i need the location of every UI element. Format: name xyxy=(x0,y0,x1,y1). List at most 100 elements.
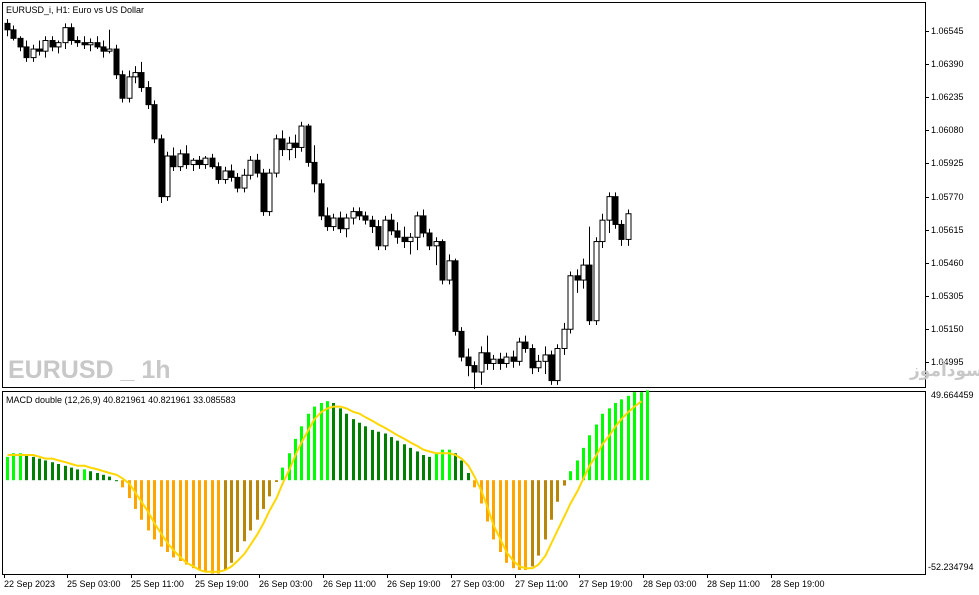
macd-histogram-bar xyxy=(230,480,233,563)
macd-histogram-bar xyxy=(492,480,495,540)
price-tick-label: 1.06545 xyxy=(931,26,964,36)
macd-histogram-bar xyxy=(268,480,271,497)
macd-histogram-bar xyxy=(390,437,393,481)
macd-histogram-bar xyxy=(403,444,406,481)
macd-histogram-bar xyxy=(313,406,316,481)
macd-histogram-bar xyxy=(384,433,387,481)
bear-candle xyxy=(145,87,152,106)
bull-candle xyxy=(266,172,273,213)
time-tick-label: 26 Sep 03:00 xyxy=(259,579,313,589)
macd-histogram-bar xyxy=(601,413,604,481)
bull-candle xyxy=(42,40,49,52)
bear-candle xyxy=(465,356,472,367)
macd-histogram-bar xyxy=(537,480,540,556)
macd-histogram-bar xyxy=(633,392,636,481)
macd-histogram-bar xyxy=(505,480,508,563)
macd-histogram xyxy=(6,390,649,574)
bull-candle xyxy=(414,215,421,238)
bull-candle xyxy=(407,236,414,243)
bear-candle xyxy=(574,275,581,281)
macd-pane-header: MACD double (12,26,9) 40.821961 40.82196… xyxy=(6,395,236,405)
bear-candle xyxy=(196,159,203,166)
macd-min-label: -52.234794 xyxy=(928,562,974,572)
macd-histogram-bar xyxy=(211,480,214,574)
bull-candle xyxy=(241,174,248,189)
macd-histogram-bar xyxy=(32,456,35,481)
bull-candle xyxy=(567,275,574,330)
macd-histogram-bar xyxy=(12,453,15,481)
bear-candle xyxy=(305,125,312,163)
macd-histogram-bar xyxy=(454,453,457,481)
macd-histogram-bar xyxy=(288,453,291,481)
macd-histogram-bar xyxy=(307,413,310,481)
macd-histogram-bar xyxy=(460,460,463,481)
bull-candle xyxy=(561,328,568,349)
macd-histogram-bar xyxy=(300,426,303,481)
bull-candle xyxy=(330,217,337,228)
bull-candle xyxy=(580,264,587,281)
macd-histogram-bar xyxy=(339,408,342,481)
time-tick-label: 27 Sep 03:00 xyxy=(451,579,505,589)
bear-candle xyxy=(356,211,363,217)
macd-histogram-bar xyxy=(358,422,361,481)
time-tick-label: 25 Sep 03:00 xyxy=(67,579,121,589)
macd-histogram-bar xyxy=(569,471,572,481)
bear-candle xyxy=(337,217,344,230)
bull-candle xyxy=(202,157,209,166)
bear-candle xyxy=(279,138,286,151)
bear-candle xyxy=(49,40,56,48)
macd-histogram-bar xyxy=(96,473,99,481)
macd-histogram-bar xyxy=(416,451,419,481)
bear-candle xyxy=(369,219,376,228)
macd-histogram-bar xyxy=(115,480,118,482)
macd-histogram-bar xyxy=(326,401,329,481)
macd-histogram-bar xyxy=(544,480,547,540)
macd-histogram-bar xyxy=(217,480,220,574)
macd-histogram-bar xyxy=(409,447,412,481)
time-tick-label: 25 Sep 19:00 xyxy=(195,579,249,589)
bear-candle xyxy=(100,46,107,52)
macd-histogram-bar xyxy=(588,435,591,481)
bull-candle xyxy=(247,159,254,176)
macd-histogram-bar xyxy=(198,480,201,570)
macd-histogram-bar xyxy=(646,390,649,481)
macd-histogram-bar xyxy=(262,480,265,509)
bull-candle xyxy=(164,155,171,198)
main-pane-header: EURUSD_i, H1: Euro vs US Dollar xyxy=(6,5,144,15)
price-tick-label: 1.05615 xyxy=(931,225,964,235)
bear-candle xyxy=(4,22,11,31)
price-tick-label: 1.05925 xyxy=(931,158,964,168)
macd-signal-line xyxy=(7,400,643,573)
bull-candle xyxy=(62,27,69,44)
macd-histogram-bar xyxy=(371,429,374,481)
bear-candle xyxy=(151,104,158,140)
macd-histogram-bar xyxy=(102,474,105,481)
bull-candle xyxy=(273,138,280,174)
time-tick-label: 22 Sep 2023 xyxy=(4,579,55,589)
price-pane-border xyxy=(2,2,926,388)
macd-histogram-bar xyxy=(294,438,297,481)
bull-candle xyxy=(593,241,600,322)
bear-candle xyxy=(362,215,369,221)
macd-histogram-bar xyxy=(396,440,399,481)
bear-candle xyxy=(215,166,222,181)
bear-candle xyxy=(260,172,267,213)
time-tick-label: 28 Sep 19:00 xyxy=(771,579,825,589)
bull-candle xyxy=(30,48,37,59)
macd-histogram-bar xyxy=(192,480,195,569)
bear-candle xyxy=(170,155,177,168)
macd-histogram-bar xyxy=(38,458,41,481)
time-tick-label: 27 Sep 19:00 xyxy=(579,579,633,589)
time-tick-label: 28 Sep 11:00 xyxy=(707,579,760,589)
bull-candle xyxy=(298,125,305,148)
bear-candle xyxy=(497,358,504,364)
macd-histogram-bar xyxy=(524,480,527,570)
bull-candle xyxy=(190,159,197,166)
bear-candle xyxy=(420,215,427,234)
bear-candle xyxy=(81,42,88,46)
macd-histogram-bar xyxy=(236,480,239,553)
bear-candle xyxy=(10,29,17,39)
macd-histogram-bar xyxy=(640,392,643,481)
macd-pane-border xyxy=(2,391,926,575)
